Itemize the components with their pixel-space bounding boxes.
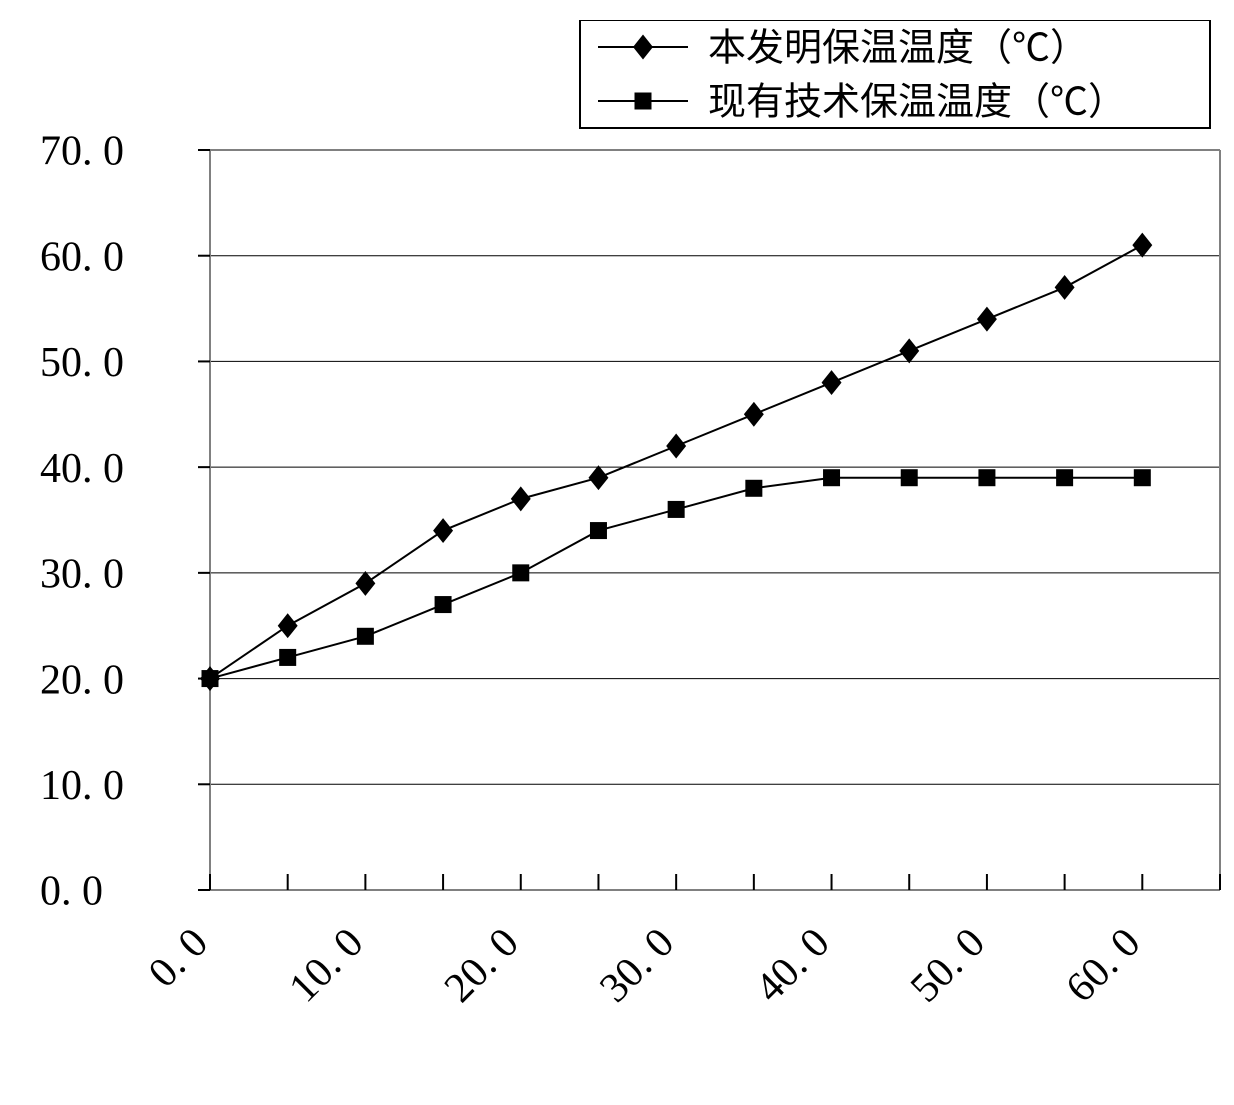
square-marker — [280, 649, 296, 665]
line-chart: 0. 010. 020. 030. 040. 050. 060. 070. 00… — [20, 20, 1234, 1085]
y-tick-label: 40. 0 — [40, 446, 124, 492]
square-marker — [901, 470, 917, 486]
y-tick-label: 50. 0 — [40, 340, 124, 386]
y-tick-label: 30. 0 — [40, 552, 124, 598]
y-tick-label: 70. 0 — [40, 129, 124, 175]
chart-svg: 0. 010. 020. 030. 040. 050. 060. 070. 00… — [20, 20, 1234, 1085]
square-marker — [979, 470, 995, 486]
square-marker — [513, 565, 529, 581]
y-tick-label: 20. 0 — [40, 657, 124, 703]
square-marker — [590, 523, 606, 539]
square-marker — [746, 480, 762, 496]
square-marker — [824, 470, 840, 486]
y-tick-label: 60. 0 — [40, 234, 124, 280]
legend-label: 现有技术保温温度（℃） — [708, 81, 1126, 123]
square-marker — [1134, 470, 1150, 486]
square-marker — [357, 628, 373, 644]
square-marker — [202, 671, 218, 687]
square-marker — [668, 501, 684, 517]
square-marker — [1057, 470, 1073, 486]
y-tick-label: 0. 0 — [40, 869, 103, 915]
y-tick-label: 10. 0 — [40, 763, 124, 809]
square-marker — [435, 597, 451, 613]
square-marker — [635, 93, 651, 109]
legend-label: 本发明保温温度（℃） — [708, 27, 1088, 69]
